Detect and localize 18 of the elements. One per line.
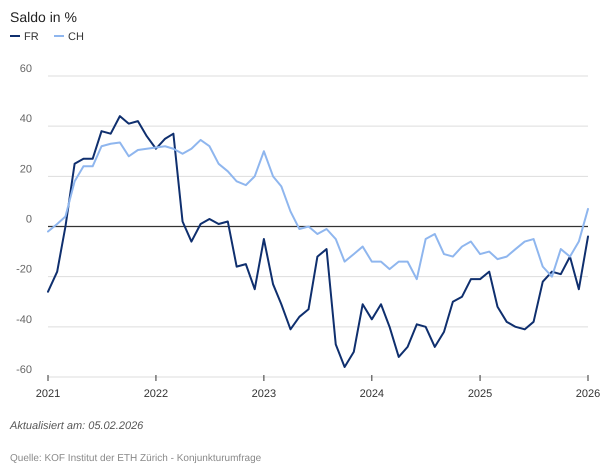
legend-label: FR [24,31,39,43]
legend-label: CH [68,31,84,43]
source-note: Quelle: KOF Institut der ETH Zürich - Konjunkturumfrage [10,453,262,464]
y-tick-label: 20 [20,163,32,176]
x-tick-label: 2021 [36,388,60,400]
x-tick-label: 2024 [360,388,384,400]
text: Aktualisiert am: 05.02.2026 [9,420,144,432]
y-tick-label: 60 [20,63,32,75]
y-tick-label: -20 [16,264,32,276]
x-tick-label: 2023 [252,388,276,400]
y-tick-label: 0 [26,214,32,226]
y-tick-label: -40 [16,314,32,326]
chart-title: Saldo in % [10,9,77,25]
y-tick-label: -60 [16,364,32,376]
x-tick-label: 2026 [576,388,600,400]
x-tick-label: 2022 [144,388,168,400]
y-tick-label: 40 [20,113,32,126]
x-tick-label: 2025 [468,388,492,400]
